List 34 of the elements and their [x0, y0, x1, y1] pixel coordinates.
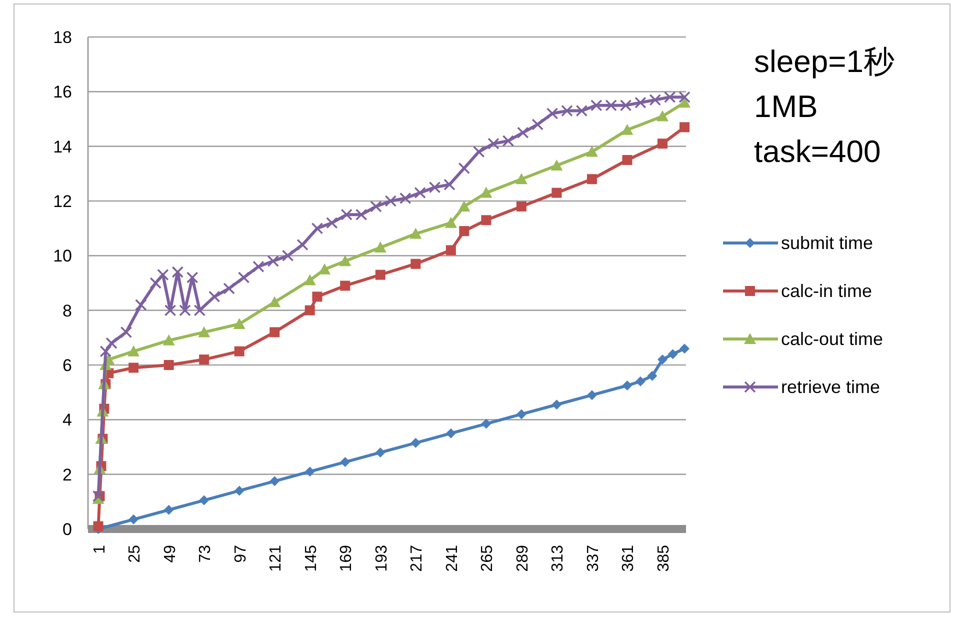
legend-label: calc-out time: [781, 329, 884, 349]
legend-label: retrieve time: [781, 377, 880, 397]
x-tick-label: 145: [302, 544, 320, 572]
y-tick-label: 2: [62, 465, 72, 484]
x-tick-label: 169: [338, 544, 356, 572]
y-tick-label: 10: [53, 246, 72, 266]
legend-label: submit time: [781, 233, 874, 253]
y-tick-label: 8: [62, 301, 72, 320]
y-tick-label: 16: [53, 82, 72, 102]
x-tick-label: 25: [126, 544, 144, 563]
x-tick-label: 265: [479, 544, 496, 572]
x-tick-label: 1: [91, 544, 108, 554]
y-tick-label: 18: [53, 28, 72, 47]
x-tick-label: 217: [408, 544, 426, 572]
y-tick-label: 12: [53, 192, 72, 211]
x-tick-label: 313: [550, 544, 567, 572]
y-tick-label: 14: [53, 137, 72, 156]
x-tick-label: 193: [373, 544, 390, 572]
x-tick-label: 289: [514, 544, 532, 572]
x-tick-label: 97: [232, 544, 250, 563]
x-tick-label: 385: [655, 544, 672, 572]
text: task=400: [754, 134, 881, 169]
y-tick-label: 4: [62, 410, 72, 430]
x-tick-label: 121: [268, 544, 285, 572]
legend-label: calc-in time: [781, 281, 872, 301]
x-tick-label: 337: [584, 544, 602, 572]
text: 1MB: [754, 89, 818, 124]
x-tick-label: 49: [162, 544, 179, 563]
x-tick-label: 241: [444, 544, 461, 572]
x-tick-label: 361: [620, 544, 638, 572]
x-tick-label: 73: [197, 544, 214, 563]
text: sleep=1秒: [754, 44, 894, 79]
y-tick-label: 0: [62, 520, 72, 539]
y-tick-label: 6: [62, 356, 72, 375]
